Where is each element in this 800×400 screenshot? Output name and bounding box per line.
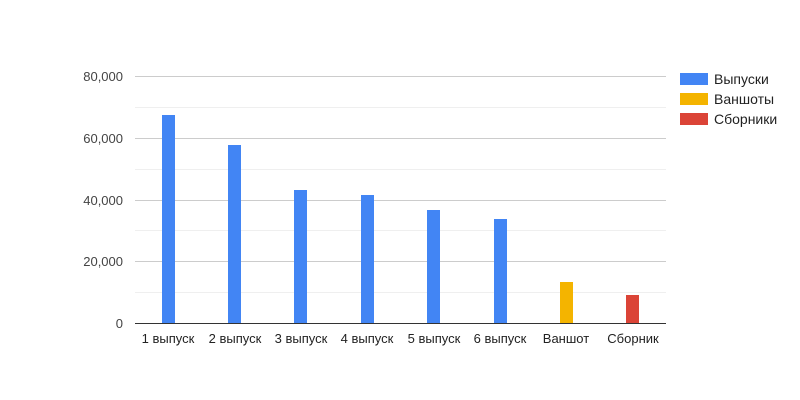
legend-item-1[interactable]: Выпуски xyxy=(680,71,777,87)
y-major-gridline xyxy=(135,261,666,262)
x-category-label-2-выпуск: 2 выпуск xyxy=(208,331,262,346)
x-category-label-4-выпуск: 4 выпуск xyxy=(340,331,394,346)
bar-1-выпуск[interactable] xyxy=(162,115,175,323)
y-tick-label: 0 xyxy=(115,316,123,331)
y-major-gridline xyxy=(135,200,666,201)
y-tick-label: 20,000 xyxy=(83,254,123,269)
x-category-label-1-выпуск: 1 выпуск xyxy=(141,331,195,346)
y-major-gridline xyxy=(135,76,666,77)
bar-6-выпуск[interactable] xyxy=(494,219,507,323)
bar-5-выпуск[interactable] xyxy=(427,210,440,323)
legend-label: Ваншоты xyxy=(714,91,775,107)
x-category-label-3-выпуск: 3 выпуск xyxy=(274,331,328,346)
bar-2-выпуск[interactable] xyxy=(228,145,241,323)
y-minor-gridline xyxy=(135,230,666,231)
x-category-label-ваншот: Ваншот xyxy=(542,331,590,346)
legend-item-3[interactable]: Сборники xyxy=(680,111,778,127)
y-tick-label: 60,000 xyxy=(83,131,123,146)
bar-3-выпуск[interactable] xyxy=(294,190,307,323)
y-minor-gridline xyxy=(135,292,666,293)
legend-swatch-icon xyxy=(680,73,708,85)
x-category-label-6-выпуск: 6 выпуск xyxy=(473,331,527,346)
y-minor-gridline xyxy=(135,169,666,170)
legend-label: Выпуски xyxy=(714,71,769,87)
y-major-gridline xyxy=(135,138,666,139)
y-tick-label: 80,000 xyxy=(83,69,123,84)
x-axis-baseline xyxy=(135,323,666,324)
x-category-label-сборник: Сборник xyxy=(607,331,659,346)
x-category-label-5-выпуск: 5 выпуск xyxy=(407,331,461,346)
y-tick-label: 40,000 xyxy=(83,193,123,208)
legend-swatch-icon xyxy=(680,93,708,105)
legend-label: Сборники xyxy=(714,111,778,127)
y-minor-gridline xyxy=(135,107,666,108)
legend: Выпуски Ваншоты Сборники xyxy=(680,71,778,133)
bar-4-выпуск[interactable] xyxy=(361,195,374,323)
legend-swatch-icon xyxy=(680,113,708,125)
bar-сборник[interactable] xyxy=(626,295,639,323)
legend-item-2[interactable]: Ваншоты xyxy=(680,91,777,107)
bar-ваншот[interactable] xyxy=(560,282,573,323)
